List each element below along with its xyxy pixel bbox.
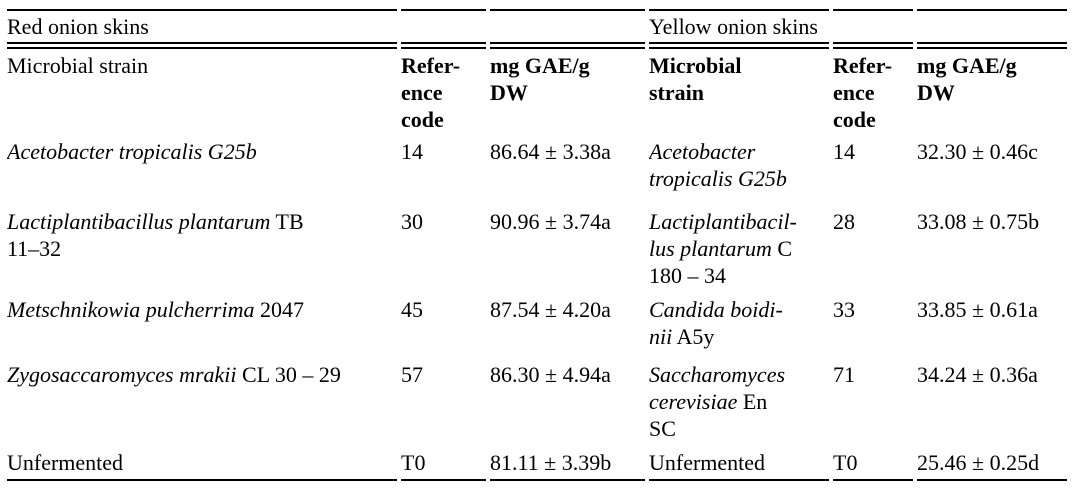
strain-cell-red: Acetobacter tropicalis G25b [7,138,397,208]
spanner-spacer [490,9,645,49]
strain-cell-red: Unfermented [7,449,397,481]
header-mg-gae-red: mg GAE/g DW [490,53,590,105]
reference-code-cell-yellow: 28 [833,209,855,234]
strain-name-italic: Zygosaccaromyces mrakii [7,362,237,387]
spanner-row: Red onion skins Yellow onion skins [7,9,1067,49]
strain-name-italic: Acetobacter tropicalis G25b [7,139,257,164]
strain-name-italic: Saccharomyces cerevisiae [649,362,786,414]
strain-name-italic: Metschnikowia pulcherrima [7,297,255,322]
gae-value-cell-yellow: 33.08 ± 0.75b [917,209,1040,234]
strain-code-text: CL 30 – 29 [236,362,341,387]
strain-code-text: Unfermented [649,450,766,475]
reference-code-cell-red: 14 [401,139,423,164]
gae-value-cell-red: 86.64 ± 3.38a [490,139,611,164]
gae-value-cell-red: 87.54 ± 4.20a [490,297,611,322]
spanner-spacer [401,9,486,49]
strain-cell-yellow: Lactiplantibacil- lus plantarum C 180 – … [649,208,829,296]
reference-code-cell-yellow: 33 [833,297,855,322]
spanner-spacer [833,9,913,49]
header-mg-gae-yellow: mg GAE/g DW [917,53,1017,105]
strain-code-text: TB 11–32 [7,209,304,261]
strain-name-italic: Lactiplantibacillus plantarum [7,209,271,234]
header-microbial-strain-yellow: Microbial strain [649,53,742,105]
column-header-row: Microbial strain Refer- ence code mg GAE… [7,49,1067,138]
reference-code-cell-yellow: 71 [833,362,855,387]
gae-value-cell-red: 86.30 ± 4.94a [490,362,611,387]
strain-name-italic: Acetobacter tropicalis G25b [649,139,787,191]
reference-code-cell-yellow: 14 [833,139,855,164]
strain-code-text: 2047 [254,297,304,322]
spanner-spacer [917,9,1067,49]
table-body: Acetobacter tropicalis G25b 14 86.64 ± 3.3… [7,138,1067,481]
strain-cell-yellow: Candida boidi- nii A5y [649,296,829,361]
table-row: Acetobacter tropicalis G25b 14 86.64 ± 3.3… [7,138,1067,208]
gae-value-cell-red: 81.11 ± 3.39b [490,449,645,481]
header-reference-code-yellow: Refer- ence code [833,53,893,132]
table-row: Unfermented T0 81.11 ± 3.39b Unfermented T0 2… [7,449,1067,481]
reference-code-cell-red: 57 [401,362,423,387]
gae-value-cell-yellow: 33.85 ± 0.61a [917,297,1038,322]
strain-cell-yellow: Unfermented [649,449,829,481]
table-row: Metschnikowia pulcherrima 2047 45 87.54 ± … [7,296,1067,361]
spanner-yellow-onion-skins: Yellow onion skins [649,9,829,49]
strain-code-text: Unfermented [7,450,124,475]
strain-name-italic: Candida boidi- nii [649,297,783,349]
strain-cell-yellow: Saccharomyces cerevisiae En SC [649,361,829,449]
header-reference-code-red: Refer- ence code [401,53,461,132]
strain-code-text: A5y [672,324,715,349]
strain-cell-red: Metschnikowia pulcherrima 2047 [7,296,397,361]
strain-cell-red: Lactiplantibacillus plantarum TB 11–32 [7,208,397,296]
header-microbial-strain-red: Microbial strain [7,53,149,78]
strain-cell-red: Zygosaccaromyces mrakii CL 30 – 29 [7,361,397,449]
phenolic-content-table: Red onion skins Yellow onion skins Micro… [3,9,1071,481]
gae-value-cell-yellow: 34.24 ± 0.36a [917,362,1038,387]
strain-cell-yellow: Acetobacter tropicalis G25b [649,138,829,208]
reference-code-cell-red: T0 [401,449,486,481]
strain-name-italic: Lactiplantibacil- lus plantarum [649,209,797,261]
reference-code-cell-red: 45 [401,297,423,322]
table-row: Zygosaccaromyces mrakii CL 30 – 29 57 86.3… [7,361,1067,449]
reference-code-cell-yellow: T0 [833,449,913,481]
gae-value-cell-red: 90.96 ± 3.74a [490,209,611,234]
spanner-red-onion-skins: Red onion skins [7,9,397,49]
strain-code-text: En SC [649,389,768,441]
reference-code-cell-red: 30 [401,209,423,234]
strain-code-text: C 180 – 34 [649,236,793,288]
gae-value-cell-yellow: 25.46 ± 0.25d [917,449,1067,481]
gae-value-cell-yellow: 32.30 ± 0.46c [917,139,1038,164]
table-row: Lactiplantibacillus plantarum TB 11–32 30… [7,208,1067,296]
